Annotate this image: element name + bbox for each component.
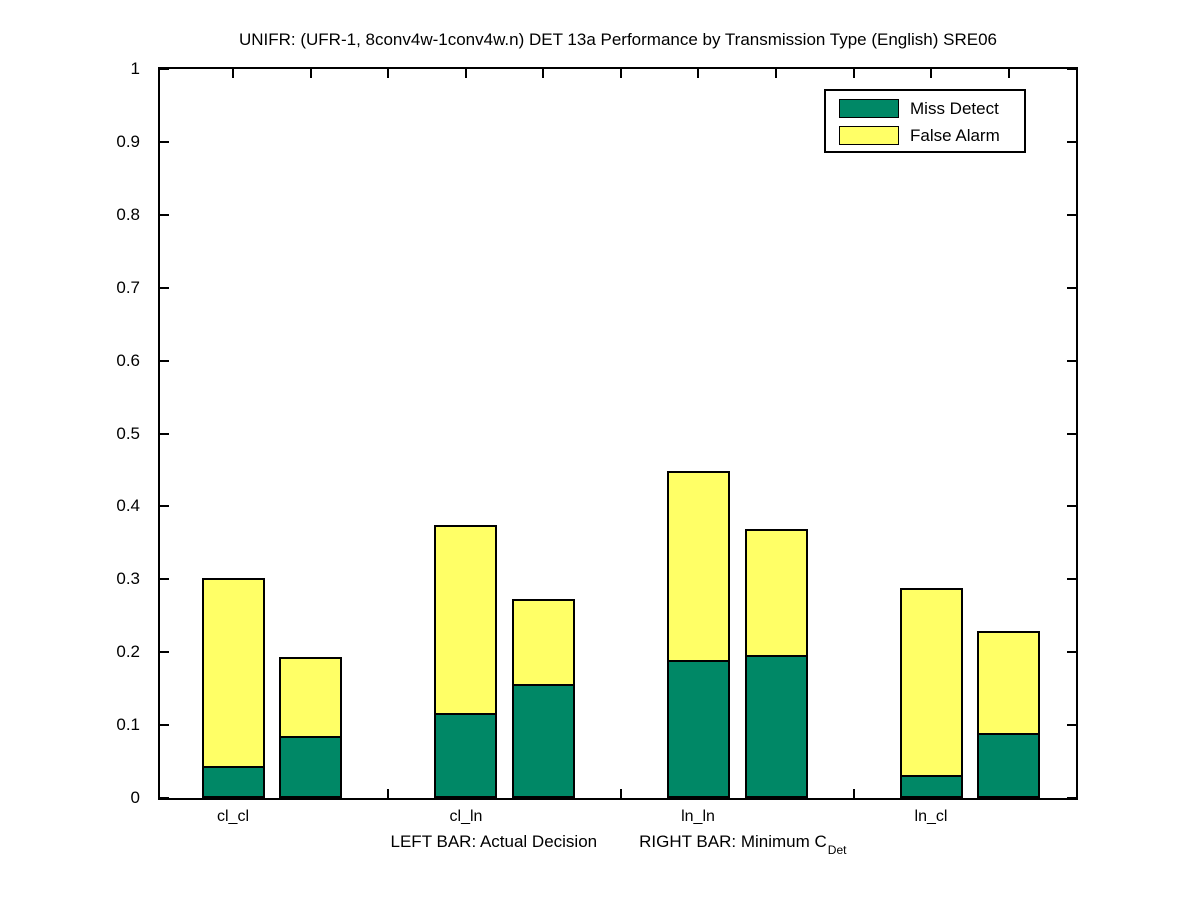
- chart-title: UNIFR: (UFR-1, 8conv4w-1conv4w.n) DET 13…: [238, 30, 998, 49]
- x-axis-caption-right: RIGHT BAR: Minimum C: [639, 832, 827, 851]
- legend-swatch-false-alarm: [839, 126, 899, 145]
- axis-tick: [775, 69, 777, 78]
- axis-tick: [1067, 797, 1076, 799]
- axis-tick: [853, 69, 855, 78]
- legend-swatch-miss-detect: [839, 99, 899, 118]
- bar-segment-miss-detect-mincdet-cl_cl: [279, 738, 342, 798]
- bar-segment-false-alarm-mincdet-ln_ln: [745, 529, 808, 657]
- axis-tick: [465, 69, 467, 78]
- axis-tick: [1067, 360, 1076, 362]
- bar-segment-false-alarm-mincdet-cl_cl: [279, 657, 342, 738]
- axis-tick: [160, 360, 169, 362]
- legend-label-false-alarm: False Alarm: [910, 126, 1000, 145]
- x-axis-caption: LEFT BAR: Actual Decision RIGHT BAR: Mini…: [158, 832, 1078, 858]
- axis-tick: [160, 578, 169, 580]
- axis-tick: [387, 789, 389, 798]
- axis-tick: [387, 69, 389, 78]
- axis-tick: [620, 789, 622, 798]
- axis-tick: [160, 68, 169, 70]
- y-axis-tick-label: 0.4: [116, 496, 140, 515]
- axis-tick: [1067, 724, 1076, 726]
- legend-label-miss-detect: Miss Detect: [910, 99, 999, 118]
- y-axis-tick-label: 0.8: [116, 205, 140, 224]
- bar-segment-false-alarm-actual-ln_ln: [667, 471, 730, 662]
- bar-segment-false-alarm-mincdet-cl_ln: [512, 599, 575, 686]
- y-axis-tick-label: 0.3: [116, 569, 140, 588]
- x-axis-tick-label: cl_ln: [449, 808, 483, 825]
- y-axis-tick-label: 0.9: [116, 132, 140, 151]
- bar-segment-miss-detect-actual-cl_ln: [434, 715, 497, 798]
- x-axis-caption-left: LEFT BAR: Actual Decision: [390, 832, 598, 851]
- axis-tick: [1067, 505, 1076, 507]
- bar-segment-miss-detect-actual-ln_ln: [667, 662, 730, 798]
- y-axis-tick-label: 1: [130, 59, 140, 78]
- axis-tick: [160, 141, 169, 143]
- x-axis-tick-label: ln_ln: [681, 808, 715, 825]
- x-axis-tick-labels: cl_cl cl_ln ln_ln ln_cl: [160, 806, 1076, 830]
- axis-tick: [930, 69, 932, 78]
- bar-segment-miss-detect-mincdet-ln_cl: [977, 735, 1040, 798]
- axis-tick: [1067, 141, 1076, 143]
- axis-tick: [160, 214, 169, 216]
- bar-segment-miss-detect-actual-ln_cl: [900, 777, 963, 798]
- plot-area: [158, 67, 1078, 800]
- axis-tick: [1067, 214, 1076, 216]
- y-axis-tick-label: 0: [130, 788, 140, 807]
- y-axis-tick-labels: 0 0.1 0.2 0.3 0.4 0.5 0.6 0.7 0.8 0.9 1: [0, 59, 150, 807]
- bar-segment-false-alarm-actual-cl_ln: [434, 525, 497, 715]
- axis-tick: [160, 505, 169, 507]
- axis-tick: [542, 69, 544, 78]
- axis-tick: [1067, 287, 1076, 289]
- axis-tick: [160, 797, 169, 799]
- bar-segment-miss-detect-mincdet-ln_ln: [745, 657, 808, 798]
- x-axis-tick-label: ln_cl: [914, 808, 948, 825]
- x-axis-caption-subscript: Det: [827, 843, 847, 858]
- axis-tick: [1067, 578, 1076, 580]
- bar-segment-false-alarm-actual-cl_cl: [202, 578, 265, 768]
- y-axis-tick-label: 0.7: [116, 278, 140, 297]
- axis-tick: [160, 724, 169, 726]
- axis-tick: [697, 69, 699, 78]
- axis-tick: [310, 69, 312, 78]
- axis-tick: [853, 789, 855, 798]
- legend: Miss Detect False Alarm: [824, 89, 1026, 153]
- axis-tick: [232, 69, 234, 78]
- axis-tick: [1067, 68, 1076, 70]
- axis-tick: [620, 69, 622, 78]
- bar-segment-miss-detect-mincdet-cl_ln: [512, 686, 575, 798]
- y-axis-tick-label: 0.2: [116, 642, 140, 661]
- bar-segment-false-alarm-actual-ln_cl: [900, 588, 963, 777]
- legend-row-false-alarm: False Alarm: [826, 126, 1024, 146]
- axis-tick: [160, 287, 169, 289]
- axis-tick: [1067, 433, 1076, 435]
- x-axis-tick-label: cl_cl: [216, 808, 249, 825]
- legend-row-miss-detect: Miss Detect: [826, 99, 1024, 119]
- bar-segment-false-alarm-mincdet-ln_cl: [977, 631, 1040, 735]
- axis-tick: [160, 651, 169, 653]
- bar-segment-miss-detect-actual-cl_cl: [202, 768, 265, 798]
- axis-tick: [1067, 651, 1076, 653]
- y-axis-tick-label: 0.5: [116, 424, 140, 443]
- axis-tick: [1008, 69, 1010, 78]
- y-axis-tick-label: 0.1: [116, 715, 140, 734]
- axis-tick: [160, 433, 169, 435]
- y-axis-tick-label: 0.6: [116, 351, 140, 370]
